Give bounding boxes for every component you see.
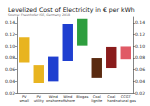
svg-text:0.10: 0.10: [5, 44, 15, 49]
svg-text:hard: hard: [107, 99, 115, 103]
svg-text:Wind: Wind: [48, 94, 58, 99]
svg-text:0.02: 0.02: [5, 91, 15, 96]
svg-text:Coal: Coal: [92, 94, 101, 99]
svg-text:0.14: 0.14: [135, 20, 145, 25]
svg-text:lignite: lignite: [91, 99, 103, 103]
svg-text:offshore: offshore: [60, 99, 75, 103]
svg-text:natural gas: natural gas: [116, 99, 136, 103]
svg-text:0.02: 0.02: [135, 91, 145, 96]
svg-text:0.12: 0.12: [135, 32, 145, 37]
svg-text:Levelized Cost of Electricity: Levelized Cost of Electricity in € per k…: [8, 5, 135, 13]
svg-text:0.08: 0.08: [5, 55, 15, 60]
svg-text:0.08: 0.08: [135, 55, 145, 60]
svg-text:CCGT: CCGT: [120, 94, 131, 99]
svg-text:0.14: 0.14: [5, 20, 15, 25]
svg-text:Wind: Wind: [63, 94, 73, 99]
svg-text:PV: PV: [21, 94, 27, 99]
svg-text:0.04: 0.04: [5, 79, 15, 84]
svg-text:PV: PV: [36, 94, 42, 99]
svg-text:small: small: [19, 99, 29, 103]
svg-text:Coal: Coal: [107, 94, 116, 99]
svg-text:0.06: 0.06: [135, 67, 145, 72]
svg-text:Source: Fraunhofer ISE, German: Source: Fraunhofer ISE, Germany 2018: [8, 13, 70, 17]
svg-text:utility: utility: [34, 99, 45, 103]
svg-text:0.12: 0.12: [5, 32, 15, 37]
svg-text:0.10: 0.10: [135, 44, 145, 49]
svg-text:Biogas: Biogas: [76, 95, 88, 99]
svg-text:0.06: 0.06: [5, 67, 15, 72]
svg-text:0.04: 0.04: [135, 79, 145, 84]
svg-text:onshore: onshore: [46, 99, 61, 103]
